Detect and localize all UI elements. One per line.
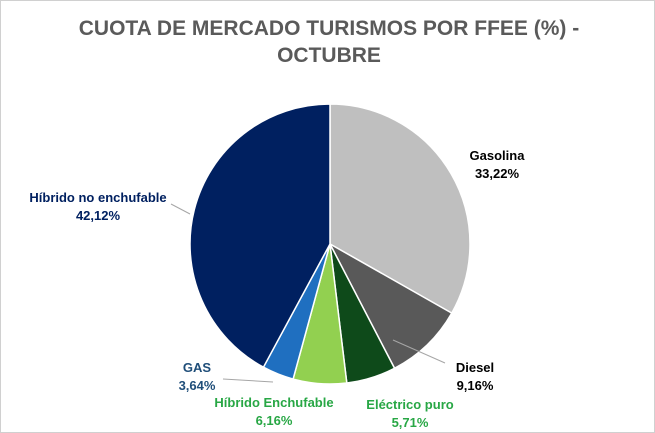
slice-label-name: Diesel (456, 360, 494, 375)
slice-label-value: 3,64% (179, 378, 216, 393)
slice-label-name: GAS (183, 360, 212, 375)
pie-slice-diesel (328, 242, 453, 370)
slice-label-value: 6,16% (256, 413, 293, 428)
slice-label-value: 9,16% (457, 378, 494, 393)
pie-slice-gasolina (329, 103, 471, 315)
slice-label-name: Híbrido no enchufable (29, 190, 166, 205)
slice-label-value: 42,12% (76, 208, 121, 223)
slice-label-name: Eléctrico puro (366, 397, 453, 412)
chart-title-line-2: OCTUBRE (277, 44, 381, 67)
slice-label-name: Híbrido Enchufable (214, 395, 333, 410)
slice-label-value: 5,71% (392, 415, 429, 430)
slice-label-name: Gasolina (470, 148, 526, 163)
leader-line (222, 378, 274, 383)
chart-title-line-1: CUOTA DE MERCADO TURISMOS POR FFEE (%) - (79, 17, 580, 40)
slice-label-value: 33,22% (475, 166, 520, 181)
leader-line (392, 339, 446, 364)
leader-line (170, 203, 191, 215)
pie-slice-h-brido-no-enchufable (189, 103, 331, 369)
